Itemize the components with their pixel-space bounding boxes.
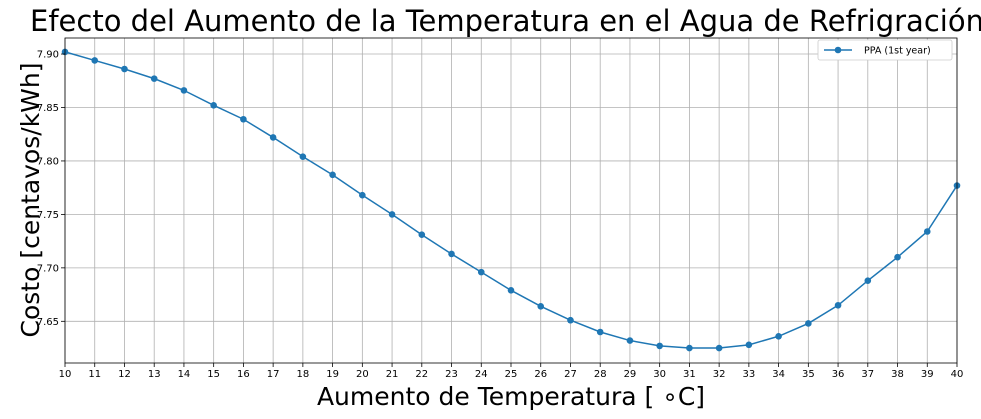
data-point (834, 301, 842, 309)
x-tick-label: 18 (296, 369, 309, 380)
data-point (329, 171, 336, 179)
data-point (299, 153, 307, 160)
y-tick-label: 7.80 (37, 156, 59, 167)
axes: 10 11 12 13 14 15 16 17 18 19 20 21 22 23 24 25 26 27 28 29… (37, 37, 964, 380)
data-point (477, 268, 485, 276)
data-point (269, 134, 277, 141)
y-tick-label: 7.85 (37, 103, 59, 114)
x-tick-label: 26 (534, 369, 547, 380)
data-point (180, 87, 188, 94)
x-tick-label: 39 (921, 369, 934, 380)
data-point (596, 328, 604, 336)
x-tick-label: 38 (891, 369, 904, 380)
data-point (894, 253, 901, 261)
data-point (864, 277, 872, 284)
data-point (210, 102, 217, 109)
x-tick-label: 13 (148, 369, 161, 380)
data-point (507, 287, 515, 294)
x-tick-label: 36 (832, 369, 845, 380)
y-tick-label: 7.75 (37, 210, 59, 221)
x-tick-label: 19 (326, 369, 339, 380)
data-point (775, 332, 782, 340)
plot-frame (64, 37, 958, 364)
grid (64, 38, 958, 363)
x-tick-label: 15 (207, 369, 220, 380)
x-tick-label: 10 (59, 369, 72, 380)
x-tick-label: 20 (356, 369, 369, 380)
legend-marker (834, 46, 842, 54)
x-tick-label: 37 (861, 369, 874, 380)
data-point (656, 342, 663, 350)
data-point (715, 344, 723, 352)
x-tick-label: 11 (88, 369, 101, 380)
x-tick-label: 29 (624, 369, 637, 380)
data-point (418, 231, 426, 239)
data-point (537, 303, 545, 310)
chart-title: Efecto del Aumento de la Temperatura en … (30, 4, 981, 38)
data-point (388, 211, 396, 218)
x-tick-label: 22 (415, 369, 428, 380)
data-point (567, 316, 574, 324)
x-tick-label: 33 (742, 369, 755, 380)
x-tick-label: 28 (594, 369, 607, 380)
y-tick-label: 7.90 (37, 50, 59, 61)
x-tick-label: 14 (178, 369, 191, 380)
x-tick-label: 12 (118, 369, 131, 380)
data-point (686, 344, 693, 352)
data-point (626, 337, 634, 344)
y-tick-label: 7.70 (37, 263, 59, 274)
data-point (359, 191, 366, 199)
data-point (150, 75, 158, 82)
x-tick-label: 30 (653, 369, 666, 380)
y-tick-label: 7.65 (37, 317, 59, 328)
plot-area (61, 48, 961, 352)
data-point (121, 65, 128, 73)
y-axis-label: Costo [centavos/kWh] (16, 63, 45, 338)
data-point (923, 228, 931, 235)
data-point (805, 320, 812, 327)
legend-box (817, 39, 953, 61)
x-tick-label: 16 (237, 369, 250, 380)
data-point (240, 115, 247, 123)
x-tick-label: 24 (475, 369, 488, 380)
x-tick-label: 40 (951, 369, 964, 380)
x-tick-label: 17 (267, 369, 280, 380)
x-tick-label: 32 (713, 369, 726, 380)
legend: PPA (1st year) (817, 39, 953, 61)
x-tick-label: 31 (683, 369, 696, 380)
data-point (91, 57, 99, 64)
x-tick-label: 23 (445, 369, 458, 380)
x-tick-label: 27 (564, 369, 577, 380)
data-point (745, 341, 753, 349)
data-point (448, 250, 455, 258)
x-tick-label: 34 (772, 369, 785, 380)
x-axis-label: Aumento de Temperatura [ ∘C] (317, 382, 705, 411)
x-tick-label: 25 (505, 369, 518, 380)
x-tick-label: 21 (386, 369, 399, 380)
x-tick-label: 35 (802, 369, 815, 380)
legend-label: PPA (1st year) (864, 46, 931, 57)
